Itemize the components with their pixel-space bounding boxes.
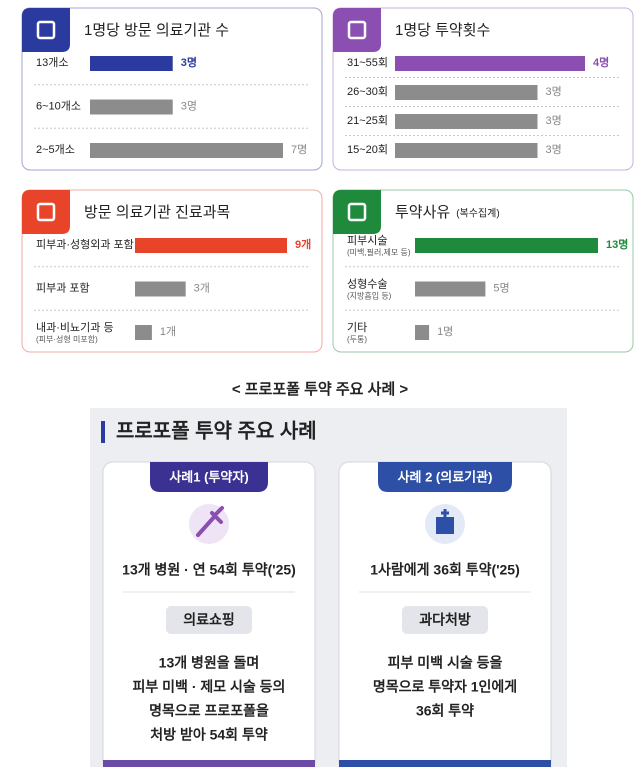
case-badge-text: 사례1 (투약자) xyxy=(169,469,248,484)
category-label: 피부시술 xyxy=(347,234,387,247)
case-badge xyxy=(150,462,268,492)
category-label: 피부과·성형외과 포함 xyxy=(36,238,134,251)
case-line: 피부 미백 · 제모 시술 등의 xyxy=(133,679,286,695)
category-label: 15~20회 xyxy=(347,143,388,156)
case-headline: 13개 병원 · 연 54회 투약('25) xyxy=(122,562,296,578)
category-label: 31~55회 xyxy=(347,56,388,69)
case-card-bottom xyxy=(339,760,551,767)
chart-title: 투약사유 xyxy=(395,204,450,221)
chart-card xyxy=(21,7,323,171)
category-label: 성형수술 xyxy=(347,277,387,290)
case-tag: 과다처방 xyxy=(419,612,471,628)
category-label: 6~10개소 xyxy=(36,99,81,112)
value-label: 9개 xyxy=(295,237,311,251)
hospital-icon xyxy=(436,517,454,534)
bar xyxy=(135,238,287,253)
chart-card xyxy=(21,189,323,353)
bar xyxy=(90,143,283,158)
panel-title: 프로포폴 투약 주요 사례 xyxy=(116,419,317,442)
bar xyxy=(90,99,173,115)
chart-card xyxy=(332,189,634,353)
value-label: 3명 xyxy=(181,99,197,112)
caption: < 프로포폴 투약 주요 사례 > xyxy=(232,380,409,398)
panel-accent xyxy=(101,421,105,443)
bar xyxy=(135,325,152,340)
category-label: 13개소 xyxy=(36,56,68,69)
case-line: 13개 병원을 돌며 xyxy=(159,655,260,671)
case-card-bottom xyxy=(103,760,315,767)
value-label: 5명 xyxy=(493,281,509,294)
case-line: 처방 받아 54회 투약 xyxy=(150,727,268,743)
case-tag: 의료쇼핑 xyxy=(183,612,235,628)
chart-title: 1명당 투약횟수 xyxy=(395,22,490,39)
chart-icon xyxy=(347,202,367,222)
bar xyxy=(90,56,173,71)
category-label: 21~25회 xyxy=(347,114,388,127)
bar xyxy=(395,56,585,71)
chart-title: 1명당 방문 의료기관 수 xyxy=(84,22,229,39)
case-badge xyxy=(378,462,512,492)
chart-icon-bg xyxy=(333,190,381,234)
category-note: (피부·성형 미포함) xyxy=(36,335,98,344)
chart-icon xyxy=(36,20,56,40)
case-line: 피부 미백 시술 등을 xyxy=(388,655,503,671)
category-label: 2~5개소 xyxy=(36,143,75,156)
category-label: 26~30회 xyxy=(347,85,388,98)
value-label: 3명 xyxy=(181,55,197,69)
case-badge-text: 사례 2 (의료기관) xyxy=(398,469,493,484)
value-label: 1개 xyxy=(160,325,176,338)
category-note: (미백,필러,제모 등) xyxy=(347,247,411,257)
value-label: 13명 xyxy=(606,237,628,251)
hospital-cross xyxy=(441,509,449,517)
chart-icon-bg xyxy=(333,8,381,52)
chart-icon xyxy=(347,20,367,40)
bar xyxy=(415,325,430,340)
bar xyxy=(395,114,538,129)
value-label: 3명 xyxy=(546,85,562,98)
value-label: 3개 xyxy=(194,281,210,294)
bar xyxy=(415,238,598,253)
bar xyxy=(135,281,186,297)
chart-icon-bg xyxy=(22,190,70,234)
bar xyxy=(395,143,538,158)
category-label: 내과·비뇨기과 등 xyxy=(36,321,114,334)
chart-icon-bg xyxy=(22,8,70,52)
value-label: 3명 xyxy=(546,114,562,127)
chart-icon xyxy=(36,202,56,222)
syringe-icon xyxy=(196,506,224,537)
chart-title: 방문 의료기관 진료과목 xyxy=(84,204,230,221)
category-label: 기타 xyxy=(347,321,367,334)
value-label: 3명 xyxy=(546,143,562,156)
value-label: 1명 xyxy=(437,325,453,338)
case-line: 36회 투약 xyxy=(416,703,474,719)
case-headline: 1사람에게 36회 투약('25) xyxy=(370,562,520,578)
chart-subtitle: (복수집계) xyxy=(456,208,499,220)
value-label: 7명 xyxy=(291,143,307,156)
category-label: 피부과 포함 xyxy=(36,281,90,294)
case-line: 명목으로 프로포폴을 xyxy=(149,703,269,719)
case-line: 명목으로 투약자 1인에게 xyxy=(373,679,517,695)
bar xyxy=(415,281,486,297)
category-note: (두통) xyxy=(347,335,367,344)
bar xyxy=(395,85,538,100)
value-label: 4명 xyxy=(593,55,609,69)
case-tag-bg xyxy=(402,606,488,634)
case-tag-bg xyxy=(166,606,252,634)
category-note: (지방흡입 등) xyxy=(347,291,392,301)
